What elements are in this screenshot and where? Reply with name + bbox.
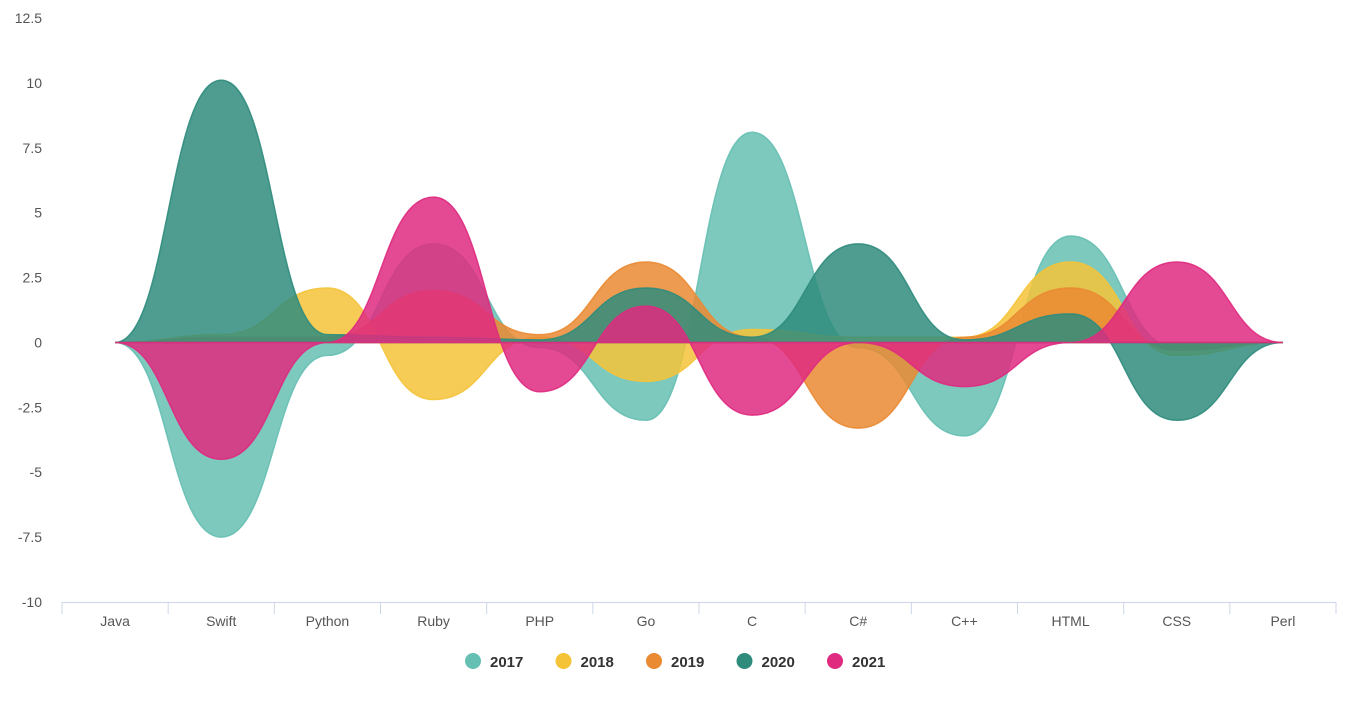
x-tick-label: CSS <box>1162 613 1191 629</box>
legend-label: 2020 <box>762 654 795 671</box>
y-tick-label: 2.5 <box>23 270 43 286</box>
legend-marker <box>736 653 753 669</box>
y-tick-label: -2.5 <box>18 399 42 415</box>
legend-item-2018[interactable]: 2018 <box>555 653 614 671</box>
legend-label: 2018 <box>581 654 614 671</box>
y-tick-label: -5 <box>30 464 43 480</box>
y-tick-label: 5 <box>34 205 42 221</box>
y-tick-label: 10 <box>26 75 42 91</box>
legend-label: 2021 <box>852 654 885 671</box>
legend-item-2017[interactable]: 2017 <box>465 653 523 671</box>
x-tick-label: Ruby <box>417 613 450 629</box>
legend-label: 2019 <box>671 654 704 671</box>
legend-item-2019[interactable]: 2019 <box>646 653 704 671</box>
y-tick-label: 0 <box>34 334 42 350</box>
x-tick-label: C# <box>849 613 867 629</box>
legend[interactable]: 2017 2018 2019 2020 2021 <box>465 653 885 671</box>
series-layer <box>115 79 1283 538</box>
legend-item-2021[interactable]: 2021 <box>827 653 885 671</box>
legend-marker <box>827 653 843 669</box>
x-tick-label: Go <box>637 613 656 629</box>
series-area-2020[interactable] <box>115 79 1283 422</box>
legend-label: 2017 <box>490 654 523 671</box>
legend-item-2020[interactable]: 2020 <box>736 653 795 671</box>
y-tick-label: -10 <box>22 594 42 610</box>
x-tick-label: PHP <box>525 613 554 629</box>
legend-marker <box>555 653 572 669</box>
x-tick-label: Java <box>100 613 130 629</box>
x-axis: Java Swift Python Ruby PHP Go C C# C++ HTML CSS Per… <box>61 602 1337 629</box>
series-area-2018[interactable] <box>115 261 1283 401</box>
legend-marker <box>646 653 662 669</box>
x-tick-label: HTML <box>1052 613 1090 629</box>
x-tick-label: C <box>747 613 757 629</box>
y-tick-label: 7.5 <box>23 140 43 156</box>
legend-marker <box>465 653 481 669</box>
x-tick-label: Perl <box>1270 613 1295 629</box>
y-axis: 12.5 10 7.5 5 2.5 0 -2.5 -5 -7.5 -10 <box>15 10 42 610</box>
series-area-2021[interactable] <box>115 196 1283 460</box>
x-tick-label: Python <box>306 613 350 629</box>
x-tick-label: Swift <box>206 613 236 629</box>
y-tick-label: 12.5 <box>15 10 42 26</box>
x-tick-label: C++ <box>951 613 977 629</box>
y-tick-label: -7.5 <box>18 529 42 545</box>
